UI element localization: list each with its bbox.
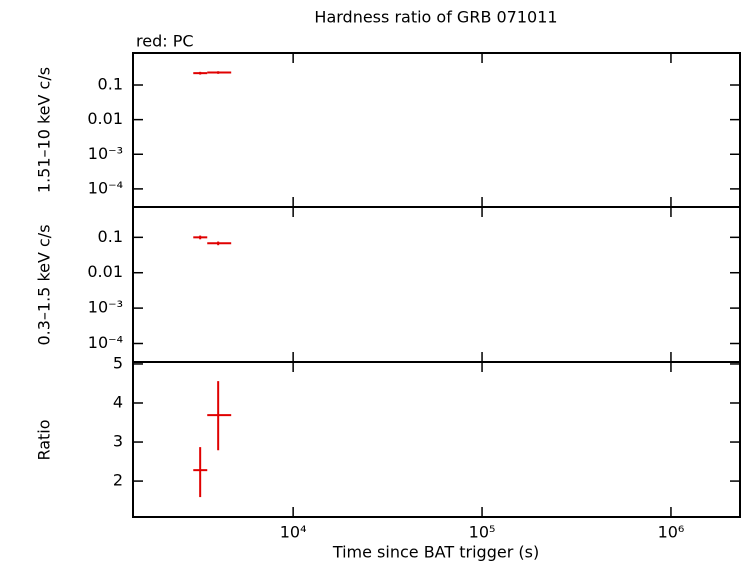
y-axis-label: 0.3–1.5 keV c/s	[35, 224, 54, 345]
plot-frame	[132, 361, 741, 518]
x-tick-label: 10⁵	[469, 523, 496, 542]
y-tick-label: 0.01	[87, 109, 123, 128]
annotation: red: PC	[136, 32, 194, 51]
y-tick-label: 10⁻⁴	[88, 178, 123, 197]
y-axis-label: Ratio	[35, 419, 54, 460]
plot-frame	[132, 52, 741, 208]
y-tick-label: 10⁻⁴	[88, 333, 123, 352]
x-axis-label: Time since BAT trigger (s)	[332, 543, 539, 562]
y-tick-label: 3	[113, 432, 123, 451]
x-tick-label: 10⁶	[658, 523, 685, 542]
y-tick-label: 10⁻³	[88, 144, 123, 163]
y-tick-label: 0.1	[98, 227, 123, 246]
y-tick-label: 2	[113, 471, 123, 490]
y-tick-label: 10⁻³	[88, 298, 123, 317]
y-tick-label: 4	[113, 392, 123, 411]
y-tick-label: 5	[113, 353, 123, 372]
y-axis-label: 1.51–10 keV c/s	[35, 67, 54, 193]
chart-title: Hardness ratio of GRB 071011	[314, 8, 557, 27]
y-tick-label: 0.1	[98, 75, 123, 94]
plot-frame	[132, 206, 741, 363]
x-tick-label: 10⁴	[280, 523, 307, 542]
y-tick-label: 0.01	[87, 262, 123, 281]
